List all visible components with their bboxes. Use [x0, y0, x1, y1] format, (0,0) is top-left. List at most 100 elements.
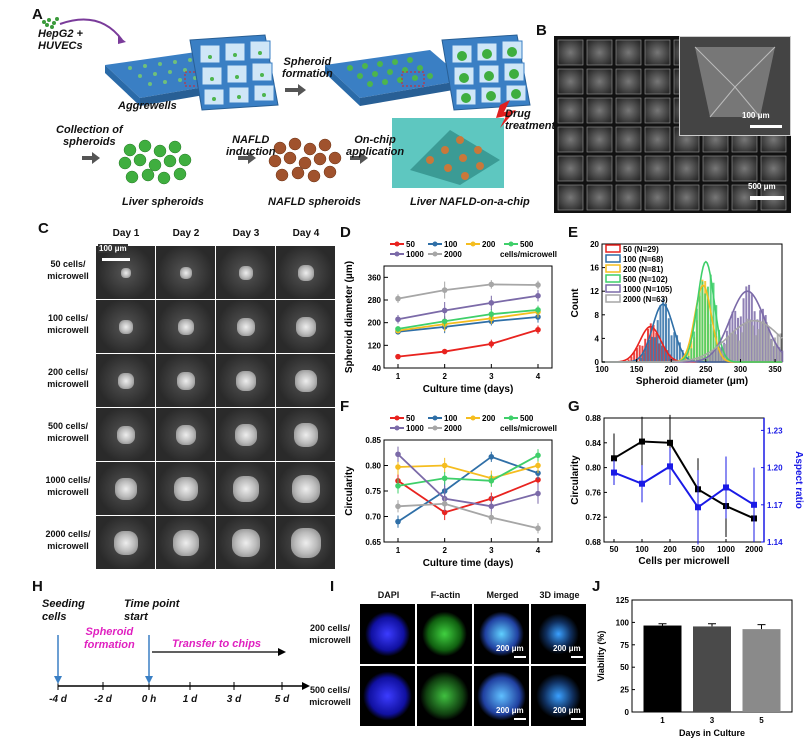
scale-label: 200 μm [496, 644, 524, 653]
histogram-bar [754, 335, 757, 362]
histogram-bar [656, 320, 659, 362]
y-axis-label: Count [570, 288, 581, 318]
data-point [535, 282, 541, 288]
legend-marker [508, 415, 514, 421]
microwell-array-image: 100 μm 500 μm [554, 36, 791, 213]
fit-curve [602, 319, 783, 363]
spheroid [173, 530, 199, 556]
x-axis-label: Days in Culture [679, 728, 745, 738]
spheroid [176, 425, 196, 445]
legend-label: 200 (N=81) [623, 265, 664, 274]
histogram-bar [710, 351, 713, 362]
row-label: 100 cells/microwell [47, 313, 89, 335]
microwell [586, 68, 613, 95]
timeline-ticks: -4 d -2 d 0 h 1 d 3 d 5 d [30, 694, 330, 710]
panel-label-j: J [592, 578, 601, 595]
legend-marker [394, 241, 400, 247]
histogram-bar [715, 347, 718, 362]
series-line [397, 454, 539, 487]
y-tick-label: 0.76 [585, 488, 601, 497]
panel-label-a: A [32, 6, 43, 23]
liver-spheroids-icon [118, 139, 192, 185]
spheroid-image [156, 354, 215, 407]
scale-bar [571, 718, 583, 720]
aggrewells-label: Aggrewells [118, 100, 177, 112]
histogram-bar [693, 331, 696, 362]
spheroid-image [96, 354, 155, 407]
data-point [695, 504, 701, 511]
fluorescence-image [360, 666, 415, 726]
histogram-bar [667, 318, 670, 362]
timeline-tick-label: 1 d [182, 694, 198, 705]
y-tick-label: 0.80 [365, 462, 381, 471]
spheroid-image [276, 300, 335, 353]
legend-label: 200 [482, 414, 496, 423]
histogram-bar [669, 354, 672, 362]
y-tick-label: 0 [595, 358, 600, 367]
legend-marker [470, 241, 476, 247]
data-point [535, 292, 541, 299]
y-tick-label: 0.85 [365, 436, 381, 445]
data-point [488, 341, 495, 347]
histogram-bar [687, 347, 690, 362]
spheroid-image [96, 462, 155, 515]
y-tick-label: 280 [368, 296, 382, 305]
histogram-bar [655, 332, 658, 362]
legend-swatch [605, 274, 621, 283]
chart-j-viability: 0 25 50 75 100 125 1 3 5 Days in Culture Viability… [596, 596, 793, 738]
y-tick-label: 20 [590, 240, 599, 249]
legend-marker [432, 251, 438, 257]
y-axis-label: Circularity [344, 466, 355, 516]
histogram-bar [645, 346, 648, 362]
spheroid-image [276, 354, 335, 407]
y-axis-label: Viability (%) [596, 631, 606, 682]
histogram-bar [712, 282, 715, 362]
microwell [615, 97, 642, 124]
transfer-label: Transfer to chips [172, 638, 262, 650]
series-line [397, 309, 539, 330]
data-point [395, 464, 401, 470]
microwell [760, 155, 787, 182]
timeline-tick-label: 3 d [226, 694, 242, 705]
spheroid [119, 320, 133, 334]
data-point [441, 307, 448, 314]
scale-bar [514, 718, 526, 720]
legend-label: 1000 [406, 424, 424, 433]
spheroid-image [156, 462, 215, 515]
y-tick-label: 0.65 [365, 538, 381, 547]
spheroid [236, 371, 256, 391]
histogram-bar [696, 357, 699, 362]
spheroid-image [156, 516, 215, 569]
chart-g-circularity-aspect: 0.68 0.72 0.76 0.80 0.84 0.88 1.14 1.17 1.20 1.23… [570, 414, 804, 567]
x-tick-label: 150 [630, 365, 644, 374]
spheroid-image [216, 354, 275, 407]
histogram-bar [660, 345, 663, 362]
histogram-bar [662, 298, 665, 362]
histogram-bar [666, 350, 669, 362]
spheroid [235, 424, 257, 446]
legend-marker [394, 425, 400, 431]
x-tick-label: 300 [734, 365, 748, 374]
histogram-bar [718, 347, 721, 362]
spheroid-image [276, 516, 335, 569]
spheroid [121, 268, 131, 278]
legend-label: 500 [520, 240, 534, 249]
legend-marker [394, 415, 400, 421]
legend-marker [470, 415, 476, 421]
data-point [488, 503, 495, 510]
data-point [395, 353, 401, 360]
histogram-bar [653, 337, 656, 362]
panel-label-h: H [32, 578, 43, 595]
arrow-right-icon [285, 84, 306, 96]
spheroid-image [276, 246, 335, 299]
legend-marker [432, 241, 438, 247]
collection-label: Collection of spheroids [56, 124, 123, 148]
panel-label-b: B [536, 22, 547, 39]
aggrewell-zoom-spheroids [441, 34, 531, 111]
y-tick-label: 200 [368, 319, 382, 328]
timeline-tick-label: -2 d [94, 694, 112, 705]
legend-marker [432, 425, 438, 431]
y-tick-label: 0.72 [585, 513, 601, 522]
legend-label: 1000 (N=105) [623, 285, 672, 294]
data-point [395, 295, 401, 302]
